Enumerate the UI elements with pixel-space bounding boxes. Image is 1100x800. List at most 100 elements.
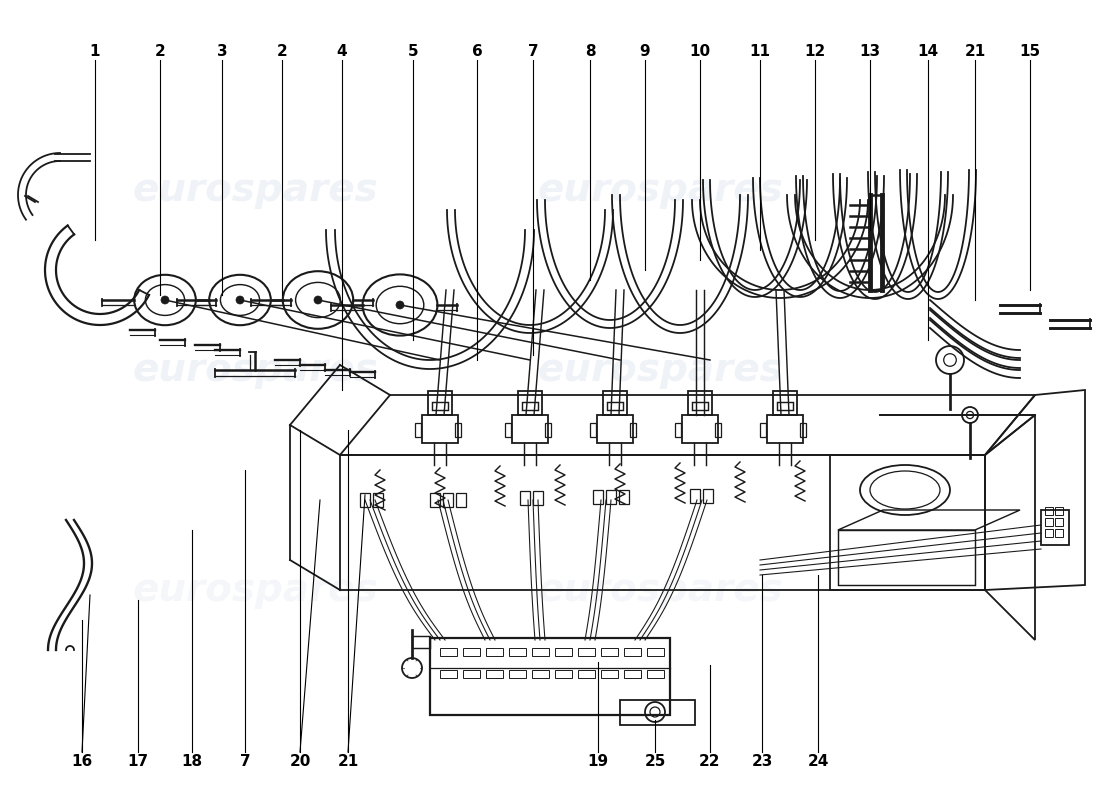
Bar bbox=[1045, 529, 1053, 537]
Circle shape bbox=[396, 301, 404, 309]
Bar bbox=[430, 493, 440, 507]
Circle shape bbox=[161, 296, 169, 304]
Bar bbox=[682, 415, 718, 443]
Text: 14: 14 bbox=[917, 45, 938, 59]
Bar bbox=[455, 423, 461, 437]
Bar bbox=[773, 391, 798, 415]
Text: 18: 18 bbox=[182, 754, 202, 770]
Bar bbox=[647, 670, 664, 678]
Text: 9: 9 bbox=[640, 45, 650, 59]
Bar bbox=[486, 670, 503, 678]
Bar bbox=[593, 490, 603, 504]
Text: 4: 4 bbox=[337, 45, 348, 59]
Bar bbox=[520, 491, 530, 505]
Bar bbox=[1055, 507, 1063, 515]
Bar bbox=[486, 648, 503, 656]
Bar bbox=[1045, 518, 1053, 526]
Text: 17: 17 bbox=[128, 754, 148, 770]
Bar bbox=[630, 423, 636, 437]
Bar bbox=[800, 423, 806, 437]
Text: 5: 5 bbox=[408, 45, 418, 59]
Text: 12: 12 bbox=[804, 45, 826, 59]
Bar bbox=[715, 423, 720, 437]
Bar bbox=[692, 402, 708, 410]
Bar bbox=[456, 493, 466, 507]
Bar bbox=[603, 391, 627, 415]
Bar bbox=[534, 491, 543, 505]
Bar bbox=[373, 493, 383, 507]
Text: 15: 15 bbox=[1020, 45, 1041, 59]
Text: 6: 6 bbox=[472, 45, 483, 59]
Text: 1: 1 bbox=[90, 45, 100, 59]
Text: 13: 13 bbox=[859, 45, 881, 59]
Bar bbox=[597, 415, 632, 443]
Bar bbox=[509, 648, 526, 656]
Text: 21: 21 bbox=[338, 754, 359, 770]
Bar bbox=[432, 402, 448, 410]
Text: 10: 10 bbox=[690, 45, 711, 59]
Bar bbox=[440, 670, 456, 678]
Bar bbox=[505, 423, 512, 437]
Bar bbox=[463, 670, 480, 678]
Bar bbox=[607, 402, 623, 410]
Text: 23: 23 bbox=[751, 754, 772, 770]
Text: 20: 20 bbox=[289, 754, 310, 770]
Bar bbox=[360, 493, 370, 507]
Bar bbox=[1041, 510, 1069, 545]
Bar bbox=[647, 648, 664, 656]
Bar bbox=[412, 636, 430, 648]
Bar bbox=[624, 670, 641, 678]
Bar bbox=[777, 402, 793, 410]
Text: 19: 19 bbox=[587, 754, 608, 770]
Text: 16: 16 bbox=[72, 754, 92, 770]
Bar bbox=[522, 402, 538, 410]
Bar bbox=[532, 670, 549, 678]
Bar bbox=[767, 415, 803, 443]
Bar bbox=[556, 648, 572, 656]
Bar bbox=[544, 423, 551, 437]
Bar bbox=[578, 670, 595, 678]
Bar bbox=[690, 489, 700, 503]
Text: 2: 2 bbox=[276, 45, 287, 59]
Bar bbox=[415, 423, 421, 437]
Bar bbox=[463, 648, 480, 656]
Bar bbox=[675, 423, 681, 437]
Bar bbox=[620, 700, 695, 725]
Text: 22: 22 bbox=[700, 754, 720, 770]
Circle shape bbox=[236, 296, 244, 304]
Text: 7: 7 bbox=[240, 754, 251, 770]
Text: 25: 25 bbox=[645, 754, 665, 770]
Bar bbox=[590, 423, 596, 437]
Text: eurospares: eurospares bbox=[537, 351, 783, 389]
Bar bbox=[606, 490, 616, 504]
Bar bbox=[428, 391, 452, 415]
Circle shape bbox=[314, 296, 322, 304]
Bar bbox=[1055, 518, 1063, 526]
Text: 11: 11 bbox=[749, 45, 770, 59]
Text: 8: 8 bbox=[585, 45, 595, 59]
Bar bbox=[1045, 507, 1053, 515]
Bar bbox=[443, 493, 453, 507]
Bar bbox=[601, 670, 618, 678]
Bar bbox=[703, 489, 713, 503]
Bar bbox=[509, 670, 526, 678]
Bar bbox=[624, 648, 641, 656]
Bar bbox=[601, 648, 618, 656]
Bar bbox=[1055, 529, 1063, 537]
Bar bbox=[430, 638, 670, 715]
Text: eurospares: eurospares bbox=[132, 571, 378, 609]
Bar bbox=[518, 391, 542, 415]
Text: eurospares: eurospares bbox=[537, 171, 783, 209]
Bar bbox=[619, 490, 629, 504]
Text: 21: 21 bbox=[965, 45, 986, 59]
Text: 7: 7 bbox=[528, 45, 538, 59]
Text: eurospares: eurospares bbox=[132, 351, 378, 389]
Text: eurospares: eurospares bbox=[132, 171, 378, 209]
Text: 3: 3 bbox=[217, 45, 228, 59]
Bar bbox=[422, 415, 458, 443]
Text: eurospares: eurospares bbox=[537, 571, 783, 609]
Bar bbox=[556, 670, 572, 678]
Bar bbox=[688, 391, 712, 415]
Bar bbox=[440, 648, 456, 656]
Bar bbox=[760, 423, 766, 437]
